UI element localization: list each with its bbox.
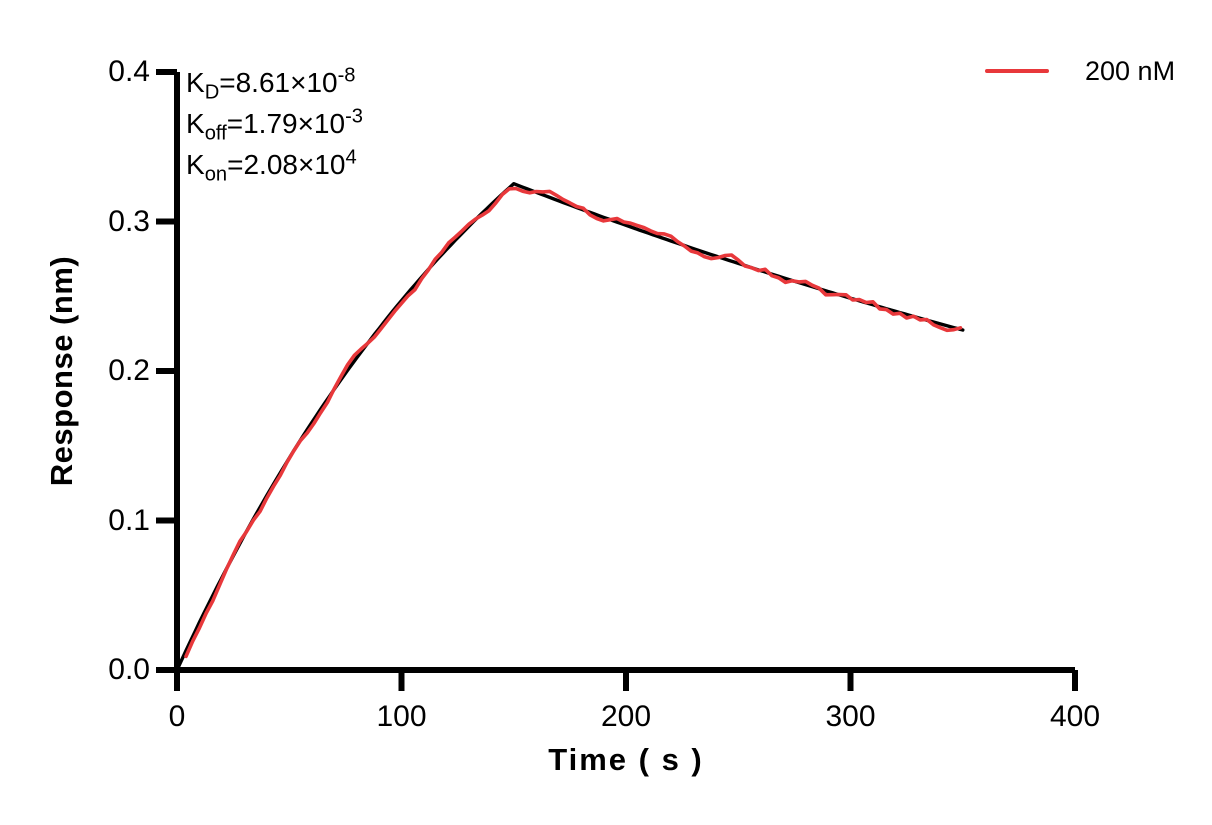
- kon-base: K: [186, 149, 205, 180]
- kd-exponent: -8: [337, 64, 356, 87]
- kd-annotation: KD=8.61×10-8: [186, 62, 363, 103]
- y-tick-label: 0.0: [108, 653, 150, 686]
- kinetics-annotations: KD=8.61×10-8 Koff=1.79×10-3 Kon=2.08×104: [186, 62, 363, 185]
- kon-annotation: Kon=2.08×104: [186, 144, 363, 185]
- x-tick-label: 0: [168, 700, 186, 733]
- kon-exponent: 4: [345, 146, 357, 169]
- x-tick-label: 400: [1049, 700, 1101, 733]
- x-tick-label: 200: [600, 700, 652, 733]
- y-tick-label: 0.1: [108, 503, 150, 537]
- kd-value: =8.61×10: [219, 67, 338, 98]
- kon-value: =2.08×10: [227, 149, 346, 180]
- y-tick-label: 0.2: [108, 354, 150, 387]
- y-axis-title: Response (nm): [44, 255, 79, 487]
- y-tick-label: 0.4: [108, 55, 150, 88]
- kon-subscript: on: [204, 163, 228, 186]
- koff-subscript: off: [204, 122, 227, 145]
- legend-label: 200 nM: [1085, 55, 1176, 86]
- legend-line-swatch: [985, 69, 1049, 73]
- kd-base: K: [186, 67, 205, 98]
- koff-annotation: Koff=1.79×10-3: [186, 103, 363, 144]
- koff-base: K: [186, 108, 205, 139]
- y-tick-label: 0.3: [108, 204, 150, 238]
- x-axis-title: Time ( s ): [548, 742, 704, 777]
- koff-value: =1.79×10: [226, 108, 346, 139]
- legend: 200 nM: [985, 56, 1175, 86]
- x-tick-label: 300: [825, 700, 876, 733]
- koff-exponent: -3: [345, 105, 364, 128]
- kd-subscript: D: [204, 81, 220, 104]
- x-tick-label: 100: [376, 700, 427, 733]
